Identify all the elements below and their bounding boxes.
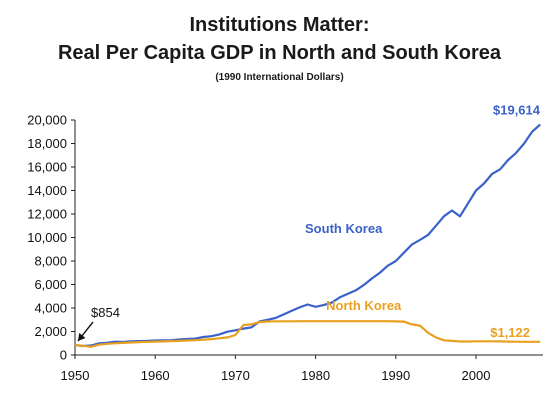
y-tick-label: 6,000 (34, 277, 67, 292)
annotation-arrowhead (78, 332, 86, 341)
chart-subtitle: Real Per Capita GDP in North and South K… (57, 42, 502, 64)
chart-units-note: (1990 International Dollars) (215, 72, 344, 83)
y-tick-label: 18,000 (27, 136, 67, 151)
start-value-annotation: $854 (91, 305, 120, 320)
series-label-north-korea: North Korea (326, 298, 402, 313)
x-tick-label: 1990 (381, 368, 410, 383)
series-line-north-korea (74, 320, 541, 348)
y-tick-label: 20,000 (27, 113, 67, 128)
north-korea-end-value: $1,122 (490, 325, 530, 340)
y-tick-label: 10,000 (27, 230, 67, 245)
y-tick-label: 4,000 (34, 301, 67, 316)
y-tick-label: 14,000 (27, 183, 67, 198)
y-tick-label: 2,000 (34, 324, 67, 339)
x-tick-label: 1950 (61, 368, 90, 383)
x-tick-label: 2000 (462, 368, 491, 383)
chart-title: Institutions Matter: (189, 14, 370, 36)
south-korea-end-value: $19,614 (493, 103, 541, 118)
y-tick-label: 8,000 (34, 254, 67, 269)
series-label-south-korea: South Korea (305, 221, 383, 236)
x-tick-label: 1960 (141, 368, 170, 383)
y-tick-label: 16,000 (27, 160, 67, 175)
x-tick-label: 1980 (301, 368, 330, 383)
y-tick-label: 12,000 (27, 207, 67, 222)
y-tick-label: 0 (60, 348, 67, 363)
x-tick-label: 1970 (221, 368, 250, 383)
